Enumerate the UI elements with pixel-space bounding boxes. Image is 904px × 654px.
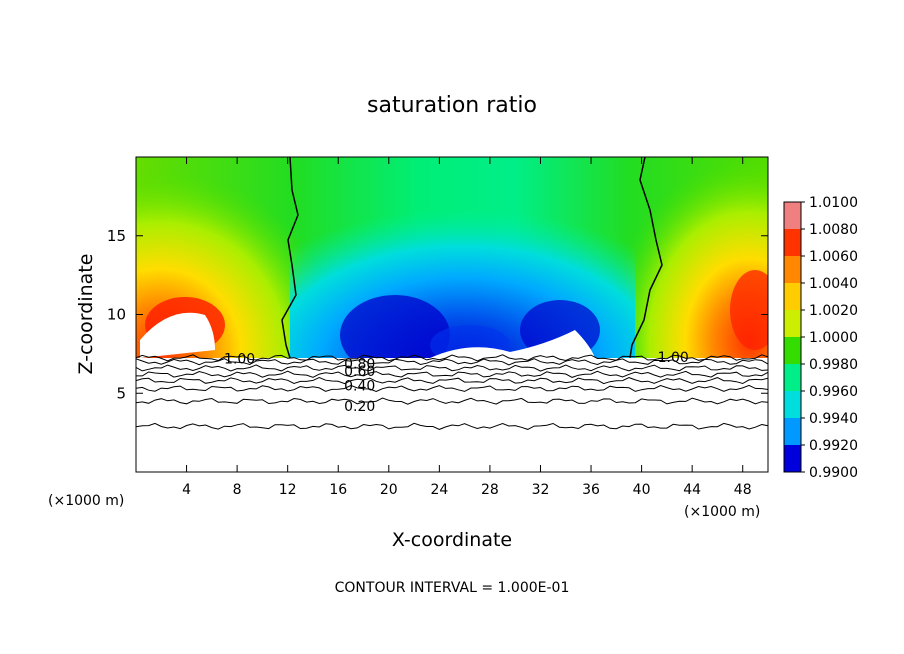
x-axis-label: X-coordinate — [392, 529, 512, 551]
colorbar-swatch — [784, 364, 801, 391]
contour-line — [136, 397, 768, 405]
y-axis-label: Z-coordinate — [75, 254, 97, 375]
colorbar-label: 1.0100 — [809, 195, 858, 211]
contour-label: 0.80 — [344, 356, 375, 372]
contour-line — [136, 354, 768, 362]
x-tick-label: 20 — [380, 482, 398, 498]
y-axis-ticks: 5 10 15 — [107, 227, 768, 402]
saturation-field — [136, 157, 768, 472]
x-unit-left: (×1000 m) — [48, 493, 124, 509]
x-tick-label: 16 — [329, 482, 347, 498]
x-tick-label: 4 — [182, 482, 191, 498]
contour-line — [136, 384, 768, 393]
x-tick-label: 40 — [633, 482, 651, 498]
colorbar-label: 0.9900 — [809, 465, 858, 481]
x-tick-label: 24 — [430, 482, 448, 498]
colorbar-swatch — [784, 310, 801, 337]
contour-line-left — [281, 157, 299, 359]
contour-line — [136, 370, 768, 378]
contour-line — [136, 376, 768, 385]
colorbar-label: 1.0060 — [809, 249, 858, 265]
colorbar-label: 1.0020 — [809, 303, 858, 319]
x-tick-label: 8 — [233, 482, 242, 498]
x-tick-label: 28 — [481, 482, 499, 498]
colorbar-swatch — [784, 283, 801, 310]
colorbar-swatch — [784, 229, 801, 256]
chart-title: saturation ratio — [367, 93, 537, 118]
contour-interval-footer: CONTOUR INTERVAL = 1.000E-01 — [335, 580, 570, 596]
colorbar-swatch — [784, 418, 801, 445]
colorbar-swatch — [784, 445, 801, 472]
contour-line-right — [629, 157, 663, 359]
colorbar-label: 0.9920 — [809, 438, 858, 454]
y-tick-label: 5 — [116, 384, 126, 402]
lower-contours — [136, 354, 768, 430]
x-unit-right: (×1000 m) — [684, 504, 760, 520]
colorbar-label: 1.0040 — [809, 276, 858, 292]
contour-label: 0.40 — [344, 378, 375, 394]
x-tick-label: 44 — [683, 482, 701, 498]
colorbar-swatch — [784, 391, 801, 418]
colorbar: 1.0100 1.0080 1.0060 1.0040 1.0020 1.0000 0.99… — [783, 195, 858, 481]
contour-labels: 1.00 1.00 0.800.600.40 0.20 — [224, 350, 689, 415]
y-tick-label: 10 — [107, 306, 126, 324]
contour-line — [136, 364, 768, 372]
contour-label: 1.00 — [224, 352, 255, 368]
contour-label: 0.60 — [344, 364, 375, 380]
colorbar-label: 1.0080 — [809, 222, 858, 238]
contour-line — [136, 422, 768, 430]
colorbar-swatch — [784, 256, 801, 283]
colorbar-label: 0.9960 — [809, 384, 858, 400]
x-tick-label: 36 — [582, 482, 600, 498]
contour-line — [136, 358, 768, 366]
x-axis-ticks: 4 8 12 16 20 24 28 32 36 40 44 48 — [182, 157, 752, 498]
x-tick-label: 48 — [734, 482, 752, 498]
contour-label: 0.20 — [344, 399, 375, 415]
y-tick-label: 15 — [107, 227, 126, 245]
x-tick-label: 32 — [532, 482, 550, 498]
x-tick-label: 12 — [279, 482, 297, 498]
colorbar-label: 0.9980 — [809, 357, 858, 373]
colorbar-swatch — [784, 202, 801, 229]
colorbar-label: 1.0000 — [809, 330, 858, 346]
colorbar-label: 0.9940 — [809, 411, 858, 427]
contour-label: 1.00 — [658, 350, 689, 366]
colorbar-swatch — [784, 337, 801, 364]
